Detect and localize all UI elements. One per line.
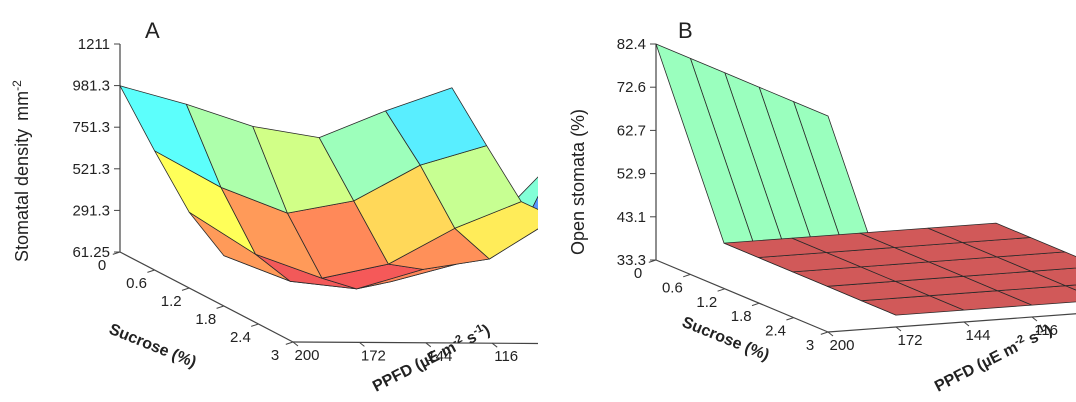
y-tick-mark <box>491 342 498 348</box>
surface-chart-b: 33.343.152.962.772.682.4 00.61.21.82.43 … <box>568 18 1076 396</box>
x-tick-label: 3 <box>271 347 279 364</box>
x-tick-label: 1.8 <box>195 311 216 328</box>
y-tick-label: 200 <box>294 347 319 364</box>
z-tick-label: 43.1 <box>617 209 646 226</box>
z-ticks-a: 61.25 291.3 521.3 751.3 981.3 1211 <box>72 36 120 261</box>
x-tick-label: 3 <box>806 337 814 354</box>
axes-box-a <box>119 44 538 345</box>
y-tick-mark <box>827 331 834 337</box>
y-tick-label: 116 <box>1034 322 1058 339</box>
y-tick-label: 144 <box>427 348 452 365</box>
y-axis-label-b: PPFD (µE m-2 s-1) <box>931 320 1055 396</box>
x-ticks-a: 0 0.6 1.2 1.8 2.4 3 <box>98 251 294 364</box>
chart-panel-b: 33.3 43.1 52.9 62.7 72.6 82.4 0 0.6 1.2 1.8 2.4 3 … <box>538 0 1076 402</box>
x-tick-mark <box>648 259 657 263</box>
y-axis-line <box>827 313 1076 333</box>
panel-label-a: A <box>145 18 160 43</box>
y-tick-label: 172 <box>897 332 922 349</box>
x-ticks-b: 0 0.6 1.2 1.8 2.4 3 <box>634 259 829 354</box>
z-tick-label: 61.25 <box>72 244 110 261</box>
z-tick-label: 521.3 <box>72 161 110 178</box>
x-tick-mark <box>181 287 190 291</box>
y-ticks-a: 6088116144172200 <box>292 341 518 365</box>
z-tick-label: 291.3 <box>72 202 110 219</box>
y-tick-mark <box>895 326 902 332</box>
x-tick-mark <box>285 341 294 345</box>
x-tick-mark <box>751 302 760 307</box>
z-tick-label: 1211 <box>78 36 110 53</box>
z-tick-label: 33.3 <box>617 252 646 269</box>
y-tick-mark <box>425 342 432 348</box>
x-axis-line <box>655 259 829 333</box>
panel-label-b: B <box>678 18 693 43</box>
y-tick-mark <box>292 341 299 347</box>
y-tick-label: 144 <box>965 327 990 344</box>
z-tick-label: 981.3 <box>72 78 110 95</box>
z-tick-label: 72.6 <box>617 79 646 96</box>
x-tick-mark <box>820 331 829 335</box>
x-tick-label: 1.2 <box>696 294 717 311</box>
z-tick-label: 62.7 <box>617 122 646 139</box>
x-tick-label: 1.8 <box>731 308 752 325</box>
x-tick-mark <box>786 317 794 321</box>
y-axis-label-a: PPFD (µE m-2 s-1) <box>369 320 493 396</box>
x-tick-mark <box>683 273 691 278</box>
axes-box-b <box>655 44 1076 333</box>
surface-chart-a: 61.25 291.3 521.3 751.3 981.3 1211 0 0.6 1.2 1.8… <box>10 18 538 396</box>
x-tick-label: 0 <box>98 257 106 274</box>
x-tick-label: 2.4 <box>765 323 786 340</box>
x-tick-label: 0.6 <box>662 279 683 296</box>
x-tick-mark <box>717 288 725 292</box>
x-tick-label: 0 <box>634 265 642 282</box>
x-tick-mark <box>251 323 259 327</box>
x-axis-line <box>119 251 294 343</box>
x-tick-label: 2.4 <box>230 329 251 346</box>
x-tick-mark <box>112 251 121 255</box>
z-axis-label-b: Open stomata (%) <box>568 109 588 255</box>
x-tick-label: 1.2 <box>161 293 182 310</box>
y-tick-mark <box>359 342 365 347</box>
z-ticks-b: 33.3 43.1 52.9 62.7 72.6 82.4 <box>617 36 656 269</box>
surface-a <box>119 85 538 290</box>
x-tick-label: 0.6 <box>126 275 147 292</box>
y-tick-label: 116 <box>494 348 518 365</box>
surface-b <box>655 43 1076 316</box>
z-axis-label-a: Stomatal densitymm-2 <box>10 80 32 262</box>
y-tick-mark <box>963 321 970 327</box>
surface-patch <box>927 222 1031 243</box>
y-ticks-b: 6088116144172200 <box>827 316 1058 354</box>
surface-patch <box>1065 284 1076 291</box>
x-tick-mark <box>216 305 224 309</box>
surface-patch <box>385 87 488 166</box>
z-tick-label: 52.9 <box>617 166 646 183</box>
y-tick-label: 172 <box>361 347 386 364</box>
y-tick-mark <box>1031 316 1038 322</box>
y-tick-label: 200 <box>829 337 854 354</box>
z-tick-label: 82.4 <box>617 36 646 53</box>
z-tick-label: 751.3 <box>72 119 110 136</box>
chart-panel-a: 61.25 291.3 521.3 751.3 981.3 1211 0 0.6 1.2 1.8… <box>10 18 538 396</box>
x-axis-label-a: Sucrose (%) <box>107 321 199 371</box>
x-axis-label-b: Sucrose (%) <box>680 314 772 364</box>
x-tick-mark <box>147 269 155 273</box>
y-axis-line <box>292 341 538 345</box>
